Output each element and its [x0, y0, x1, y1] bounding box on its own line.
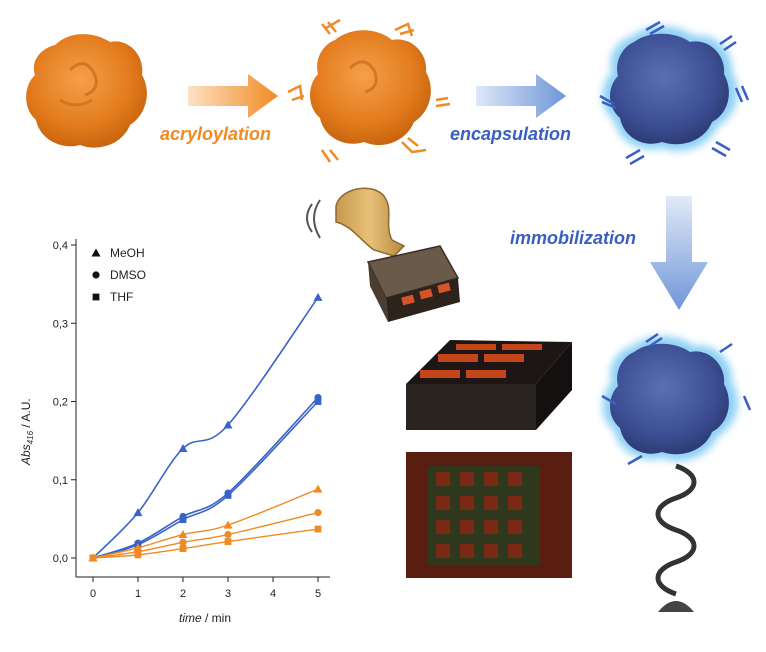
chart-labels: time / min Abs416 / A.U. — [19, 398, 231, 625]
chart-series — [88, 292, 323, 562]
x-axis-label: time / min — [179, 611, 231, 625]
data-point-orange-circle — [179, 538, 187, 546]
data-point-blue-triangle — [313, 292, 323, 301]
arrow-right-icon — [476, 74, 566, 118]
data-point-orange-square — [89, 554, 97, 562]
data-point-orange-triangle — [223, 520, 233, 529]
legend-label: THF — [110, 290, 133, 304]
stamp-icon — [306, 187, 460, 322]
data-point-blue-triangle — [223, 420, 233, 429]
y-tick-label: 0,2 — [53, 397, 68, 409]
protein-orange-icon — [26, 34, 147, 148]
x-tick-label: 1 — [135, 588, 141, 600]
data-point-orange-square — [224, 538, 232, 545]
tethered-protein-icon — [601, 332, 752, 612]
arrow-right-icon — [188, 74, 278, 118]
encapsulation-label: encapsulation — [450, 124, 572, 144]
protein-encapsulated-icon — [599, 20, 750, 166]
legend-label: MeOH — [110, 246, 145, 260]
series-line-blue-circle — [92, 397, 319, 559]
fluorescence-image-icon — [406, 452, 572, 578]
legend-marker-triangle — [91, 248, 101, 257]
x-tick-label: 3 — [225, 588, 231, 600]
y-tick-label: 0,0 — [53, 553, 68, 565]
data-point-orange-square — [179, 545, 187, 553]
x-tick-label: 5 — [315, 588, 321, 600]
data-point-orange-circle — [224, 530, 232, 539]
immobilization-label: immobilization — [510, 228, 636, 248]
microarray-plate-icon — [406, 340, 572, 430]
y-tick-label: 0,3 — [53, 318, 68, 330]
x-tick-label: 2 — [180, 588, 186, 600]
data-point-blue-square — [314, 398, 322, 405]
data-point-orange-triangle — [313, 484, 323, 493]
x-tick-label: 4 — [270, 588, 276, 600]
data-point-blue-triangle — [178, 443, 188, 452]
legend-marker-square — [92, 293, 100, 301]
data-point-orange-square — [314, 525, 322, 533]
legend-label: DMSO — [110, 268, 146, 282]
absorbance-chart: 0,0 0,1 0,2 0,3 0,4 0 1 2 3 4 5 MeOH DMSO THF time /… — [19, 239, 330, 625]
data-point-blue-triangle — [133, 508, 143, 517]
arrow-down-icon — [650, 196, 708, 310]
x-tick-label: 0 — [90, 588, 96, 600]
data-point-blue-square — [224, 492, 232, 499]
series-line-blue-square — [92, 400, 319, 559]
y-tick-label: 0,4 — [53, 240, 68, 252]
data-point-blue-square — [179, 516, 187, 524]
data-point-orange-triangle — [178, 530, 188, 539]
y-axis-label: Abs416 / A.U. — [19, 398, 35, 466]
data-point-orange-square — [134, 551, 142, 559]
legend-marker-circle — [92, 271, 100, 279]
chart-legend: MeOH DMSO THF — [91, 246, 146, 304]
acryloylation-label: acryloylation — [160, 124, 272, 144]
protein-acryloylated-icon — [287, 18, 451, 163]
chart-axes: 0,0 0,1 0,2 0,3 0,4 0 1 2 3 4 5 — [53, 239, 330, 600]
y-tick-label: 0,1 — [53, 475, 68, 487]
series-line-blue-triangle — [92, 296, 319, 559]
data-point-orange-circle — [314, 509, 322, 517]
